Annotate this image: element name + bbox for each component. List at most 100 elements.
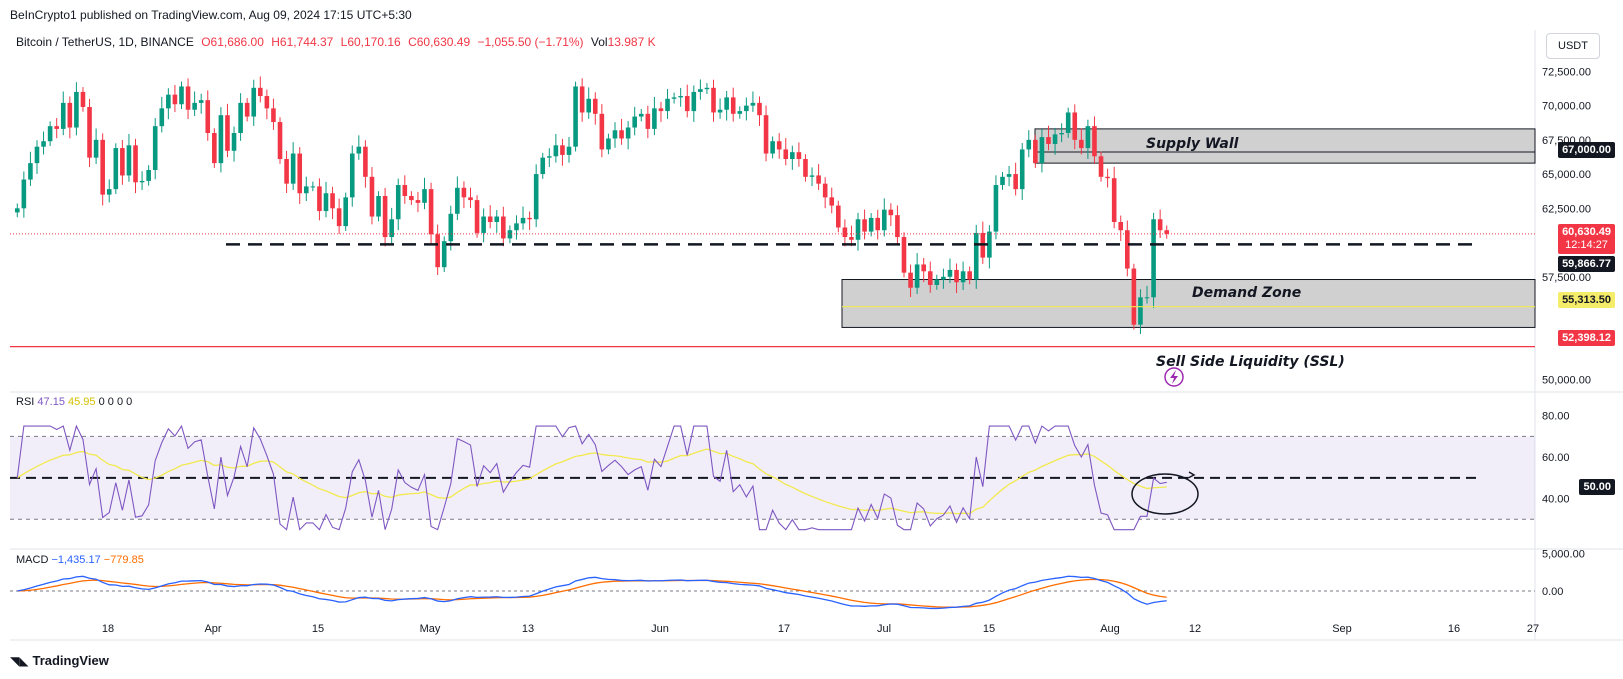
candle-body (829, 197, 835, 206)
candle-body (750, 102, 756, 106)
x-tick: 12 (1189, 623, 1201, 635)
rsi-label: RSI (16, 396, 35, 408)
macd-signal-value: −779.85 (103, 554, 144, 566)
candle-body (336, 208, 342, 227)
candle-body (264, 96, 270, 109)
candle-body (212, 133, 217, 164)
level-lines (10, 233, 1535, 348)
candle-body (159, 108, 165, 127)
change-value: −1,055.50 (−1.71%) (477, 35, 584, 49)
rsi-tick: 40.00 (1542, 494, 1570, 506)
candle-body (698, 89, 703, 92)
candle-body (106, 189, 112, 195)
x-tick: 15 (312, 623, 324, 635)
x-tick: 27 (1527, 623, 1539, 635)
candle-body (54, 126, 59, 129)
candle-body (1006, 174, 1012, 177)
x-tick: 18 (102, 623, 114, 635)
candle-body (665, 98, 670, 112)
candle-body (908, 272, 913, 288)
candle-body (448, 213, 454, 242)
candle-body (1026, 139, 1032, 150)
symbol-title[interactable]: Bitcoin / TetherUS, 1D, BINANCE (16, 35, 194, 49)
candle-body (816, 175, 821, 184)
candle-body (303, 186, 309, 194)
candle-body (586, 98, 592, 113)
candle-body (501, 216, 506, 239)
candle-body (757, 102, 762, 116)
x-tick: Jun (651, 623, 669, 635)
candlesticks (14, 76, 1170, 335)
currency-button[interactable]: USDT (1546, 33, 1600, 59)
supply-wall-label: Supply Wall (1146, 136, 1239, 152)
candle-body (455, 187, 460, 214)
candle-body (514, 223, 519, 231)
candle-body (783, 149, 789, 160)
candle-body (389, 219, 394, 238)
candle-body (238, 102, 243, 133)
candle-body (724, 97, 729, 110)
tradingview-icon: ◥◣ (10, 653, 29, 668)
candle-body (849, 237, 854, 240)
candle-body (619, 130, 624, 139)
candle-body (1013, 174, 1018, 190)
macd-signal-line (17, 578, 1167, 608)
candle-body (973, 232, 979, 280)
candle-body (875, 217, 881, 231)
candle-body (553, 145, 559, 157)
x-tick: Aug (1100, 623, 1120, 635)
price-label-demand: 55,313.50 (1558, 292, 1615, 308)
candle-body (1059, 133, 1064, 135)
candle-body (888, 209, 894, 216)
candle-body (796, 152, 802, 160)
rsi-tick: 80.00 (1542, 411, 1570, 423)
rsi-circle-annotation (1131, 471, 1199, 515)
macd-line (17, 575, 1167, 610)
candle-body (409, 195, 414, 201)
candle-body (277, 122, 283, 160)
candle-body (921, 264, 926, 272)
candle-body (895, 215, 900, 238)
candle-body (547, 156, 552, 158)
candle-body (487, 216, 493, 222)
candle-body (612, 130, 618, 139)
publish-line: BeInCrypto1 published on TradingView.com… (10, 8, 412, 22)
candle-body (763, 115, 769, 154)
candle-body (1151, 219, 1156, 298)
candle-body (822, 183, 828, 198)
tradingview-logo[interactable]: ◥◣ TradingView (10, 653, 109, 668)
candle-body (507, 230, 513, 239)
candle-body (566, 146, 572, 155)
candle-body (632, 116, 637, 128)
candle-body (1138, 297, 1143, 325)
demand-zone (841, 279, 1536, 328)
rsi-label-50: 50.00 (1579, 479, 1615, 495)
candle-body (402, 185, 408, 196)
lightning-icon[interactable] (1164, 367, 1184, 387)
candle-body (625, 127, 631, 139)
candle-body (225, 115, 230, 151)
price-tick: 57,500.00 (1542, 272, 1591, 284)
candle-body (776, 141, 782, 150)
candle-body (139, 180, 145, 183)
candle-body (494, 216, 500, 222)
candle-body (947, 269, 953, 277)
candle-body (152, 126, 158, 170)
candle-body (21, 179, 27, 209)
candle-body (218, 115, 224, 164)
candle-body (343, 197, 348, 227)
rsi-ma-line (16, 448, 1167, 515)
candle-body (803, 159, 808, 177)
candle-body (185, 86, 191, 110)
candle-body (1000, 176, 1005, 186)
x-tick: 17 (778, 623, 790, 635)
candle-body (330, 193, 335, 209)
candle-body (1125, 230, 1130, 269)
candle-body (967, 271, 972, 280)
candle-body (1033, 139, 1038, 164)
candle-body (244, 102, 250, 117)
candle-body (363, 146, 368, 177)
candle-body (28, 163, 33, 180)
candle-body (560, 145, 565, 155)
candle-body (113, 148, 119, 190)
